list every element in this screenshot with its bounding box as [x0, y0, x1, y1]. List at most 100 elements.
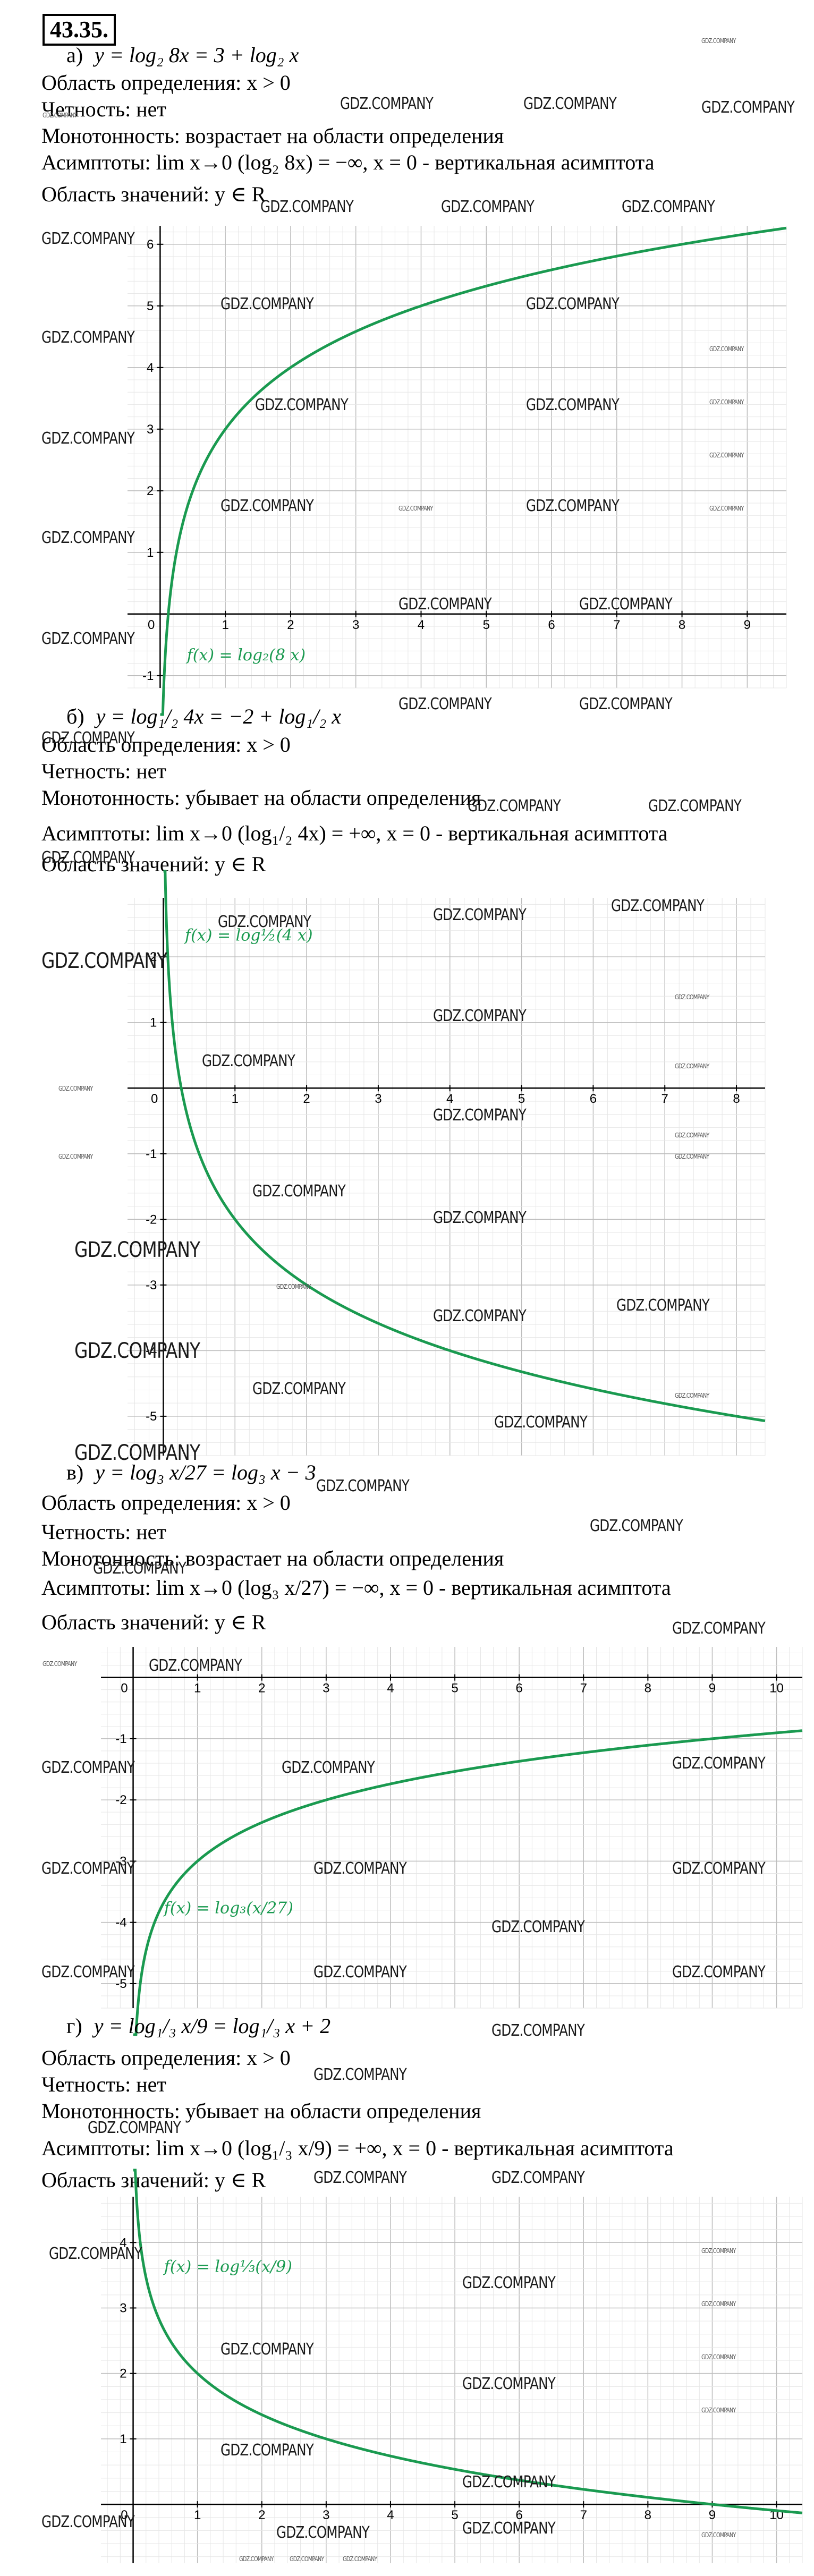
watermark: GDZ.COMPANY: [58, 1085, 93, 1092]
x-tick-label: 6: [515, 2508, 522, 2522]
function-curve: [163, 870, 766, 1423]
y-tick-label: -3: [115, 1854, 126, 1868]
function-curve: [133, 1729, 803, 2036]
watermark: GDZ.COMPANY: [526, 396, 620, 414]
watermark: GDZ.COMPANY: [672, 1754, 766, 1773]
x-tick-label: 1: [232, 1092, 239, 1106]
part-c-parity: Четность: нет: [41, 1520, 166, 1544]
x-tick-label: 2: [258, 2508, 265, 2522]
part-d-parity: Четность: нет: [41, 2072, 166, 2096]
function-label: f(x) = log⅓(x/9): [163, 2258, 292, 2276]
watermark: GDZ.COMPANY: [441, 198, 535, 216]
watermark: GDZ.COMPANY: [41, 2513, 135, 2531]
watermark: GDZ.COMPANY: [313, 2169, 407, 2187]
watermark: GDZ.COMPANY: [43, 1660, 77, 1668]
watermark: GDZ.COMPANY: [255, 396, 349, 414]
part-a-equation: y = log₂ 8x = 3 + log₂ x: [95, 43, 299, 67]
origin-label: 0: [148, 618, 155, 632]
watermark: GDZ.COMPANY: [313, 2065, 407, 2084]
part-c-prefix: в): [66, 1460, 84, 1484]
y-tick-label: 6: [147, 237, 154, 252]
chart-c: 1 2 3 4 5 6 7 8 9 10 0 -1 -2 -3 -4 -5 f(x) = log₃(x/27): [101, 1647, 803, 2036]
watermark: GDZ.COMPANY: [74, 1238, 200, 1262]
y-tick-label: 1: [120, 2432, 126, 2446]
watermark: GDZ.COMPANY: [343, 2555, 377, 2563]
watermark: GDZ.COMPANY: [433, 906, 527, 924]
watermark: GDZ.COMPANY: [709, 345, 744, 353]
watermark: GDZ.COMPANY: [316, 1477, 410, 1495]
x-tick-label: 3: [323, 2508, 329, 2522]
function-label: f(x) = log½(4 x): [184, 926, 313, 945]
y-tick-label: -5: [146, 1409, 157, 1424]
watermark: GDZ.COMPANY: [41, 429, 135, 448]
watermark: GDZ.COMPANY: [616, 1296, 710, 1315]
x-tick-label: 3: [375, 1092, 381, 1106]
watermark: GDZ.COMPANY: [709, 452, 744, 459]
watermark: GDZ.COMPANY: [41, 1859, 135, 1878]
x-tick-label: 1: [194, 2508, 201, 2522]
y-tick-label: 3: [120, 2301, 126, 2315]
x-tick-label: 4: [387, 2508, 394, 2522]
watermark: GDZ.COMPANY: [93, 1559, 186, 1578]
watermark: GDZ.COMPANY: [433, 1307, 527, 1325]
y-tick-label: -1: [142, 669, 154, 683]
part-a-title: а) y = log₂ 8x = 3 + log₂ x: [66, 42, 299, 68]
part-a-prefix: а): [66, 43, 83, 67]
watermark: GDZ.COMPANY: [709, 398, 744, 406]
watermark: GDZ.COMPANY: [43, 112, 77, 119]
x-tick-label: 1: [194, 1681, 201, 1696]
y-tick-label: 4: [120, 2235, 126, 2250]
x-tick-label: 5: [451, 1681, 458, 1696]
watermark: GDZ.COMPANY: [221, 2340, 314, 2359]
watermark: GDZ.COMPANY: [398, 505, 433, 512]
watermark: GDZ.COMPANY: [398, 595, 492, 614]
function-curve: [160, 226, 787, 716]
watermark: GDZ.COMPANY: [433, 1209, 527, 1227]
watermark: GDZ.COMPANY: [675, 993, 709, 1001]
x-tick-label: 7: [580, 2508, 587, 2522]
part-d-monotonic: Монотонность: убывает на области определ…: [41, 2099, 481, 2123]
x-tick-label: 6: [515, 1681, 522, 1696]
watermark: GDZ.COMPANY: [282, 1758, 375, 1777]
origin-label: 0: [121, 1681, 128, 1696]
watermark: GDZ.COMPANY: [622, 198, 715, 216]
y-tick-label: -1: [115, 1732, 126, 1746]
watermark: GDZ.COMPANY: [221, 2441, 314, 2460]
part-c-range: Область значений: y ∈ R: [41, 1610, 266, 1634]
grid: [101, 1647, 803, 2009]
watermark: GDZ.COMPANY: [340, 95, 434, 113]
watermark: GDZ.COMPANY: [41, 1963, 135, 1982]
part-b-title: б) y = log₁/₂ 4x = −2 + log₁/₂ x: [66, 704, 341, 729]
part-d-equation: y = log₁/₃ x/9 = log₁/₃ x + 2: [94, 2014, 331, 2038]
part-d-title: г) y = log₁/₃ x/9 = log₁/₃ x + 2: [66, 2013, 330, 2039]
watermark: GDZ.COMPANY: [494, 1413, 588, 1432]
part-c-title: в) y = log₃ x/27 = log₃ x − 3: [66, 1460, 316, 1485]
y-tick-label: 2: [147, 484, 154, 498]
watermark: GDZ.COMPANY: [491, 2021, 585, 2040]
watermark: GDZ.COMPANY: [462, 2473, 556, 2492]
x-tick-label: 10: [769, 1681, 784, 1696]
watermark: GDZ.COMPANY: [672, 1963, 766, 1982]
watermark: GDZ.COMPANY: [58, 1153, 93, 1160]
x-tick-label: 3: [352, 618, 359, 632]
watermark: GDZ.COMPANY: [701, 37, 736, 45]
watermark: GDZ.COMPANY: [701, 2247, 736, 2255]
part-a-range: Область значений: y ∈ R: [41, 182, 266, 206]
watermark: GDZ.COMPANY: [462, 2375, 556, 2393]
watermark: GDZ.COMPANY: [313, 1963, 407, 1982]
watermark: GDZ.COMPANY: [41, 328, 135, 347]
x-tick-label: 1: [222, 618, 228, 632]
origin-label: 0: [121, 2508, 128, 2522]
x-tick-label: 8: [645, 2508, 651, 2522]
part-c-asymptote: Асимптоты: lim x→0 (log₃ x/27) = −∞, x =…: [41, 1576, 671, 1600]
origin-label: 0: [151, 1092, 158, 1106]
part-b-domain: Область определения: x > 0: [41, 733, 291, 756]
watermark: GDZ.COMPANY: [88, 2119, 181, 2137]
part-c-monotonic: Монотонность: возрастает на области опре…: [41, 1546, 504, 1570]
y-tick-label: -3: [146, 1278, 157, 1293]
y-tick-label: 4: [147, 361, 154, 375]
watermark: GDZ.COMPANY: [149, 1656, 242, 1675]
x-tick-label: 8: [645, 1681, 651, 1696]
watermark: GDZ.COMPANY: [41, 949, 167, 973]
